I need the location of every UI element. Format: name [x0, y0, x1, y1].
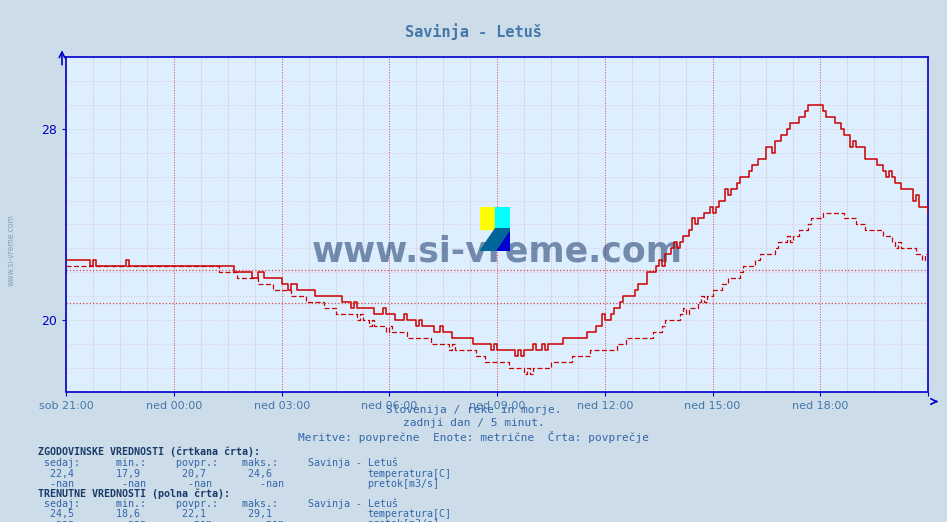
Text: zadnji dan / 5 minut.: zadnji dan / 5 minut.	[402, 418, 545, 428]
Text: pretok[m3/s]: pretok[m3/s]	[367, 519, 439, 522]
Text: 24,5       18,6       22,1       29,1: 24,5 18,6 22,1 29,1	[38, 509, 272, 519]
Polygon shape	[480, 229, 510, 251]
Text: sedaj:      min.:     povpr.:    maks.:     Savinja - Letuš: sedaj: min.: povpr.: maks.: Savinja - Le…	[38, 499, 398, 509]
Text: Slovenija / reke in morje.: Slovenija / reke in morje.	[385, 405, 562, 414]
Text: temperatura[C]: temperatura[C]	[367, 469, 452, 479]
Text: www.si-vreme.com: www.si-vreme.com	[312, 234, 683, 268]
Text: Savinja - Letuš: Savinja - Letuš	[405, 23, 542, 40]
Text: -nan        -nan       -nan        -nan: -nan -nan -nan -nan	[38, 519, 284, 522]
Bar	[495, 207, 510, 229]
Text: ZGODOVINSKE VREDNOSTI (črtkana črta):: ZGODOVINSKE VREDNOSTI (črtkana črta):	[38, 446, 259, 457]
Text: www.si-vreme.com: www.si-vreme.com	[7, 215, 16, 287]
Bar	[495, 229, 510, 251]
Text: sedaj:      min.:     povpr.:    maks.:     Savinja - Letuš: sedaj: min.: povpr.: maks.: Savinja - Le…	[38, 458, 398, 468]
Text: -nan        -nan       -nan        -nan: -nan -nan -nan -nan	[38, 479, 284, 489]
Text: TRENUTNE VREDNOSTI (polna črta):: TRENUTNE VREDNOSTI (polna črta):	[38, 488, 230, 499]
Text: Meritve: povprečne  Enote: metrične  Črta: povprečje: Meritve: povprečne Enote: metrične Črta:…	[298, 431, 649, 443]
Text: pretok[m3/s]: pretok[m3/s]	[367, 479, 439, 489]
Text: 22,4       17,9       20,7       24,6: 22,4 17,9 20,7 24,6	[38, 469, 272, 479]
Text: temperatura[C]: temperatura[C]	[367, 509, 452, 519]
Bar	[480, 207, 495, 229]
